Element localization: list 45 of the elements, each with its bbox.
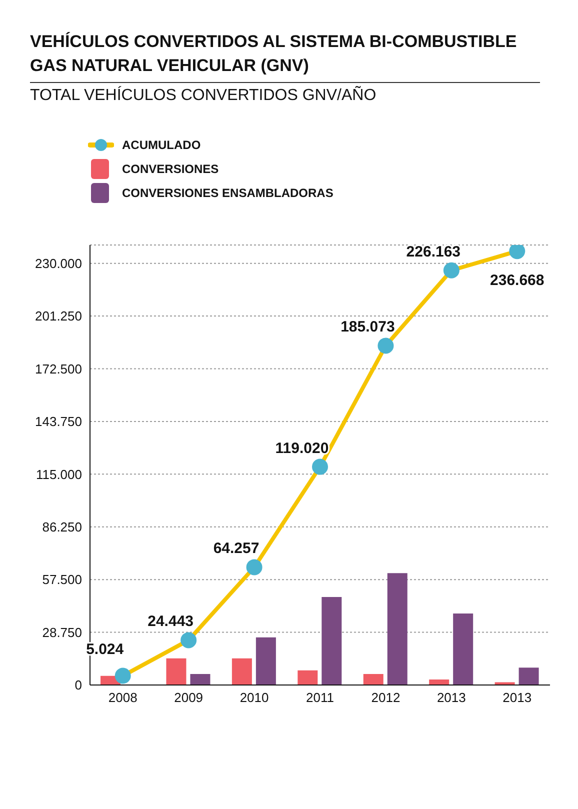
y-tick-label: 28.750 — [42, 624, 82, 640]
bar — [429, 680, 450, 685]
x-tick-label: 2013 — [436, 690, 466, 706]
point — [114, 668, 131, 684]
point — [378, 338, 394, 354]
bar — [256, 637, 276, 685]
point — [312, 458, 328, 475]
y-tick-label: 115.000 — [36, 466, 82, 482]
y-tick-label: 143.750 — [35, 414, 82, 430]
x-tick-label: 2008 — [108, 690, 138, 706]
y-tick-label: 86.250 — [42, 519, 82, 534]
chart-title: VEHÍCULOS CONVERTIDOS AL SISTEMA BI-COMBUSTIBLE GAS NATURAL VEHICULAR (GNV) — [30, 8, 540, 83]
y-tick-label: 57.500 — [42, 572, 82, 588]
bar — [190, 674, 210, 685]
x-tick-label: 2010 — [240, 690, 269, 706]
legend-label: CONVERSIONES — [122, 162, 219, 176]
point — [509, 245, 526, 260]
point — [246, 559, 262, 576]
y-tick-label: 201.250 — [35, 308, 82, 324]
bar — [453, 614, 474, 685]
legend-label: ACUMULADO — [122, 138, 201, 152]
data-label: 24.443 — [148, 613, 194, 630]
bar — [363, 674, 384, 685]
data-label: 119.020 — [275, 440, 329, 457]
data-label: 236.668 — [490, 272, 544, 290]
bar — [518, 668, 539, 685]
bar — [298, 670, 318, 685]
x-tick-label: 2013 — [502, 690, 532, 706]
y-tick-label: 0 — [74, 678, 82, 693]
legend-label: CONVERSIONES ENSAMBLADORAS — [122, 186, 334, 200]
data-label: 185.073 — [340, 318, 395, 336]
x-tick-label: 2012 — [371, 690, 400, 706]
y-tick-label: 172.500 — [35, 361, 82, 376]
data-label: 226.163 — [406, 243, 461, 260]
point — [443, 262, 460, 278]
data-label: 64.257 — [213, 540, 260, 558]
chart-subtitle: TOTAL VEHÍCULOS CONVERTIDOS GNV/AÑO — [30, 87, 378, 105]
x-tick-label: 2011 — [306, 690, 334, 706]
x-tick-label: 2009 — [174, 690, 204, 706]
point — [180, 632, 197, 648]
bar — [232, 658, 252, 685]
y-tick-label: 230.000 — [35, 256, 82, 271]
bar — [166, 658, 186, 685]
bar — [322, 597, 342, 685]
bar — [387, 573, 408, 685]
